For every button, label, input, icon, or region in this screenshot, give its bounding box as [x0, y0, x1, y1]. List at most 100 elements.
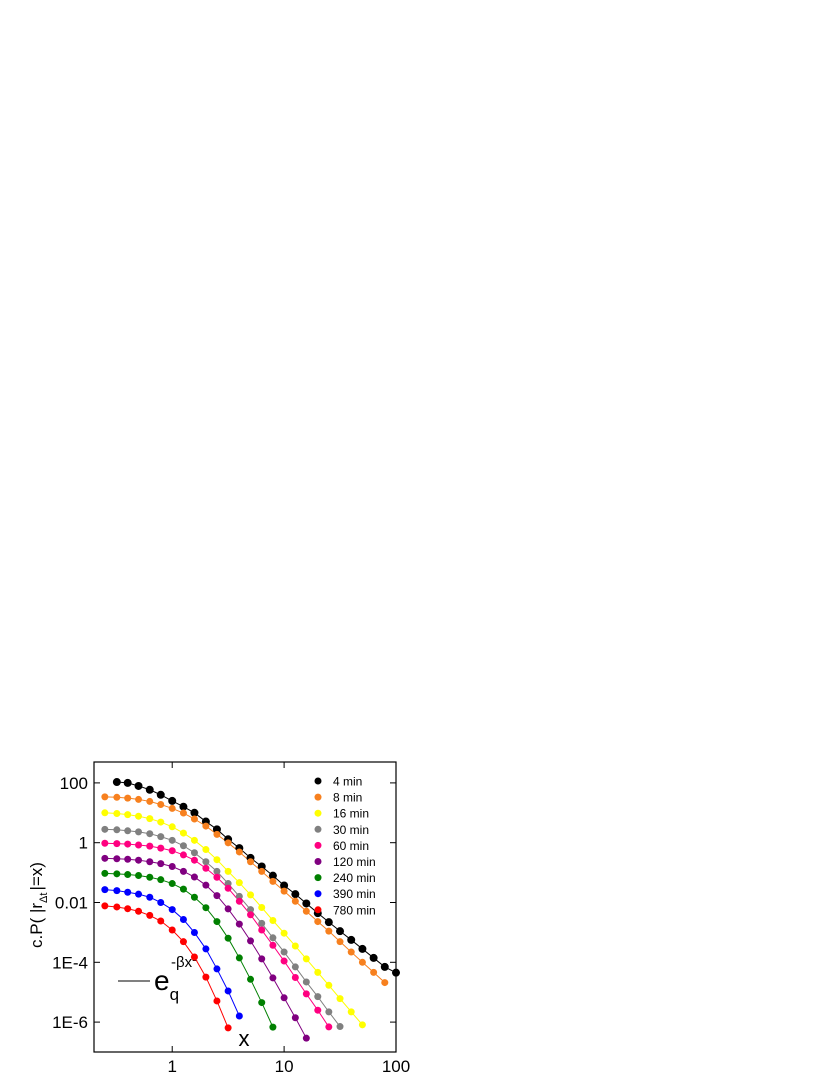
- point: [247, 975, 255, 983]
- point: [314, 968, 322, 976]
- point: [202, 822, 210, 830]
- point: [269, 934, 277, 942]
- legend-marker: [314, 874, 322, 882]
- point: [358, 944, 367, 953]
- legend-label: 4 min: [333, 775, 362, 789]
- point: [157, 800, 165, 808]
- point: [291, 1014, 299, 1022]
- point: [101, 793, 109, 801]
- point: [213, 965, 221, 973]
- point: [291, 974, 299, 982]
- legend-marker: [314, 825, 322, 833]
- point: [336, 927, 345, 936]
- point: [145, 785, 154, 794]
- fit-line: [104, 812, 363, 1026]
- point: [302, 907, 310, 915]
- point: [213, 830, 221, 838]
- point: [302, 1034, 310, 1042]
- point: [268, 871, 277, 880]
- point: [146, 830, 154, 838]
- point: [213, 867, 221, 875]
- point: [247, 891, 255, 899]
- point: [124, 888, 132, 896]
- point: [213, 918, 221, 926]
- point: [358, 958, 366, 966]
- point: [247, 937, 255, 945]
- point: [124, 827, 132, 835]
- point: [168, 906, 176, 914]
- point: [123, 778, 132, 787]
- point: [179, 842, 187, 850]
- point: [336, 995, 344, 1003]
- point: [380, 962, 389, 971]
- point: [179, 802, 188, 811]
- point: [135, 812, 143, 820]
- point: [112, 778, 121, 787]
- point: [224, 934, 232, 942]
- point: [235, 920, 243, 928]
- point: [280, 881, 289, 890]
- point: [258, 999, 266, 1007]
- point: [101, 902, 109, 910]
- point: [314, 993, 322, 1001]
- point: [190, 849, 198, 857]
- point: [179, 851, 187, 859]
- point: [224, 987, 232, 995]
- point: [190, 836, 198, 844]
- point: [190, 929, 198, 937]
- x-tick-label: 100: [382, 1057, 410, 1075]
- fit-label-base: e: [154, 965, 170, 996]
- point: [269, 1023, 277, 1031]
- point: [135, 907, 143, 915]
- point: [146, 911, 154, 919]
- point: [258, 904, 266, 912]
- point: [258, 867, 266, 875]
- point: [325, 927, 333, 935]
- point: [101, 886, 109, 894]
- point: [336, 938, 344, 946]
- point: [168, 847, 176, 855]
- point: [179, 809, 187, 817]
- y-axis-label: c.P( |rΔt |=x): [27, 862, 50, 948]
- point: [113, 903, 121, 911]
- point: [124, 855, 132, 863]
- point: [202, 864, 210, 872]
- point: [190, 815, 198, 823]
- legend-label: 16 min: [333, 807, 369, 821]
- point: [269, 877, 277, 885]
- point: [269, 974, 277, 982]
- y-tick-label: 100: [60, 774, 88, 793]
- legend-marker: [314, 906, 322, 914]
- point: [202, 881, 210, 889]
- point: [146, 858, 154, 866]
- point: [235, 892, 243, 900]
- y-label-text: |=x): [27, 862, 46, 891]
- point: [101, 854, 109, 862]
- point: [347, 1008, 355, 1016]
- point: [113, 887, 121, 895]
- point: [124, 871, 132, 879]
- point: [135, 795, 143, 803]
- point: [157, 898, 165, 906]
- point: [179, 916, 187, 924]
- point: [124, 905, 132, 913]
- point: [113, 793, 121, 801]
- point: [302, 955, 310, 963]
- point: [291, 942, 299, 950]
- point: [124, 811, 132, 819]
- point: [190, 893, 198, 901]
- point: [168, 804, 176, 812]
- point: [224, 1024, 232, 1032]
- point: [235, 897, 243, 905]
- point: [302, 899, 311, 908]
- legend-marker: [314, 841, 322, 849]
- point: [168, 862, 176, 870]
- point: [302, 978, 310, 986]
- fit-label: eq-βx2: [154, 953, 198, 1004]
- point: [258, 955, 266, 963]
- point: [124, 840, 132, 848]
- point: [157, 833, 165, 841]
- point: [213, 873, 221, 881]
